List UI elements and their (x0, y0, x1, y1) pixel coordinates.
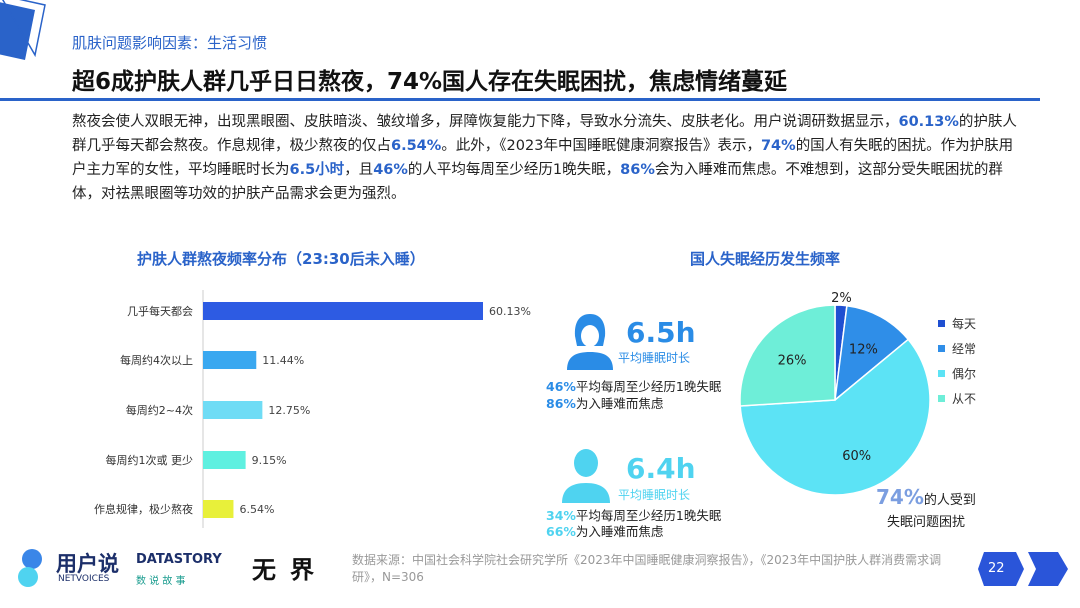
pie-slice (739, 338, 931, 496)
pie-slice (834, 304, 910, 402)
bar (203, 451, 246, 469)
bar-category-label: 每周约2~4次 (126, 403, 193, 417)
bar-value-label: 60.13% (489, 305, 531, 318)
legend-swatch (938, 370, 945, 377)
page-title: 超6成护肤人群几乎日日熬夜，74%国人存在失眠困扰，焦虑情绪蔓延 (72, 69, 788, 95)
bar-value-label: 12.75% (268, 404, 310, 417)
page-number: 22 (988, 561, 1005, 576)
divider (0, 98, 1040, 101)
legend-swatch (938, 345, 945, 352)
pie-slice-label: 2% (831, 291, 852, 306)
legend-swatch (938, 320, 945, 327)
data-source: 数据来源：中国社会科学院社会研究学所《2023年中国睡眠健康洞察报告》，《202… (352, 553, 942, 584)
bar-category-label: 作息规律，极少熬夜 (94, 502, 193, 516)
pie-slice (739, 304, 836, 407)
bar-value-label: 9.15% (252, 454, 287, 467)
bar (203, 351, 257, 369)
bar-category-label: 每周约4次以上 (120, 353, 193, 367)
corner-decoration (0, 0, 46, 60)
bar (203, 500, 234, 518)
legend-label: 每天 (952, 316, 976, 331)
bar-value-label: 11.44% (262, 354, 304, 367)
pie-slice-label: 12% (849, 342, 878, 357)
page-subtitle: 肌肤问题影响因素：生活习惯 (72, 34, 268, 52)
pie-annotation: 74%的人受到 失眠问题困扰 (876, 485, 976, 530)
netvoices-logo-icon (18, 549, 42, 587)
bar (203, 302, 483, 320)
male-hours: 6.4h (626, 452, 696, 485)
datastory-logo: DATASTORY (136, 552, 222, 567)
female-hours: 6.5h (626, 316, 696, 349)
female-icon (567, 314, 613, 370)
legend-label: 从不 (952, 392, 976, 406)
female-stats: 46%平均每周至少经历1晚失眠 86%为入睡难而焦虑 (546, 379, 722, 411)
bar-category-label: 几乎每天都会 (127, 304, 193, 318)
page-indicator: 22 (978, 552, 1068, 586)
legend-swatch (938, 395, 945, 402)
male-hours-label: 平均睡眠时长 (618, 488, 691, 502)
body-text: 熬夜会使人双眼无神，出现黑眼圈、皮肤暗淡、皱纹增多，屏障恢复能力下降，导致水分流… (72, 114, 1017, 202)
pie-slice-label: 26% (778, 354, 807, 369)
legend-label: 经常 (952, 342, 976, 356)
bar-category-label: 每周约1次或 更少 (106, 453, 194, 467)
male-stats: 34%平均每周至少经历1晚失眠 66%为入睡难而焦虑 (546, 508, 722, 539)
bar-chart: 几乎每天都会 60.13% 每周约4次以上 11.44% 每周约2~4次 12.75% 每周… (94, 290, 531, 528)
pie-chart-title: 国人失眠经历发生频率 (690, 250, 841, 268)
wujie-logo: 无界 (252, 556, 328, 584)
female-hours-label: 平均睡眠时长 (618, 351, 691, 365)
bar-value-label: 6.54% (239, 503, 274, 516)
bar (203, 401, 263, 419)
pie-slice-label: 60% (842, 449, 871, 464)
legend-label: 偶尔 (952, 366, 976, 381)
bar-chart-title: 护肤人群熬夜频率分布（23:30后未入睡） (137, 250, 425, 268)
male-icon (562, 449, 610, 503)
netvoices-logo: 用户说 (56, 552, 119, 576)
